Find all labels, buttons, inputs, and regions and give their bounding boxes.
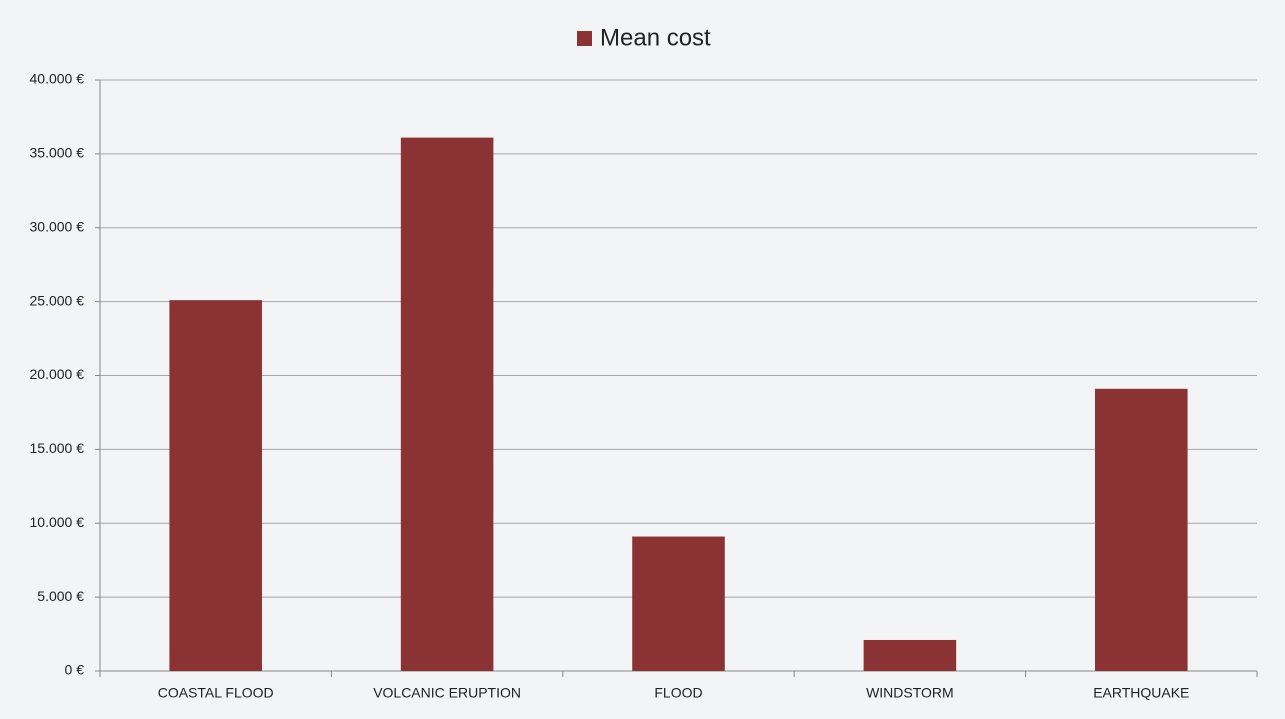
x-tick-label: COASTAL FLOOD — [158, 685, 274, 701]
x-tick-label: WINDSTORM — [866, 685, 954, 701]
y-tick-label: 10.000 € — [30, 514, 85, 530]
bar — [863, 639, 957, 671]
x-tick-label: EARTHQUAKE — [1093, 685, 1189, 701]
y-tick-label: 15.000 € — [30, 440, 85, 456]
bar — [632, 536, 725, 671]
legend-label: Mean cost — [600, 24, 711, 51]
y-tick-label: 20.000 € — [30, 366, 85, 382]
bar — [169, 300, 262, 671]
y-tick-label: 30.000 € — [30, 218, 85, 234]
y-tick-label: 0 € — [65, 662, 85, 678]
bar — [400, 137, 494, 671]
y-tick-label: 40.000 € — [30, 71, 85, 87]
x-tick-label: VOLCANIC ERUPTION — [373, 685, 521, 701]
x-tick-label: FLOOD — [654, 685, 702, 701]
y-tick-label: 5.000 € — [37, 588, 84, 604]
bar — [1095, 388, 1188, 671]
y-tick-label: 35.000 € — [30, 145, 85, 161]
y-tick-label: 25.000 € — [30, 292, 85, 308]
legend-swatch — [577, 31, 592, 46]
